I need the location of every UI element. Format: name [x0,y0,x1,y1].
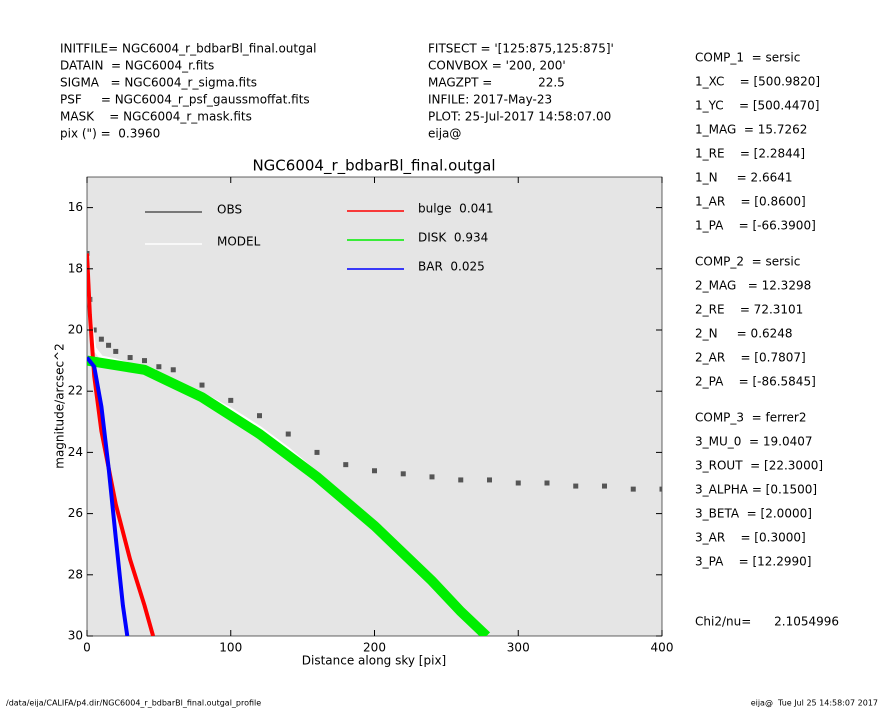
data-point [170,367,176,373]
data-point [573,483,579,489]
data-point [106,342,112,348]
param-line: 1_RE = [2.2844] [695,147,805,161]
x-tick-label: 400 [651,641,674,655]
header-line: INFILE: 2017-May-23 [428,93,552,107]
param-line: COMP_2 = sersic [695,255,800,269]
data-point [602,483,607,489]
data-point [314,449,320,455]
param-line: 3_ALPHA = [0.1500] [695,483,817,497]
param-line: 2_RE = 72.3101 [695,303,803,317]
data-point [91,327,97,333]
x-tick-label: 0 [83,641,91,655]
param-line: 1_MAG = 15.7262 [695,123,807,137]
data-point [156,364,162,370]
legend-label: DISK 0.934 [418,231,488,245]
param-line: COMP_1 = sersic [695,51,800,65]
legend-label: OBS [217,203,242,217]
x-tick-label: 100 [219,641,242,655]
data-point [257,413,262,419]
data-point [98,336,104,342]
header-line: eija@ [428,127,461,141]
header-line: PSF = NGC6004_r_psf_gaussmoffat.fits [60,93,310,107]
x-axis-label: Distance along sky [pix] [302,654,446,668]
data-point [659,486,662,492]
data-point [630,486,636,492]
data-point [458,477,464,483]
param-line: 2_MAG = 12.3298 [695,279,811,293]
y-tick-label: 26 [68,506,83,520]
x-tick-label: 300 [507,641,530,655]
data-point [127,355,133,361]
data-point [400,471,406,477]
header-line: MASK = NGC6004_r_mask.fits [60,110,252,124]
header-line: DATAIN = NGC6004_r.fits [60,59,214,73]
series-line [87,356,130,636]
param-line: 3_MU_0 = 19.0407 [695,435,813,449]
legend-label: bulge 0.041 [418,202,494,216]
legend-label: MODEL [217,235,261,249]
chart-title: NGC6004_r_bdbarBl_final.outgal [252,157,495,176]
param-line: 1_XC = [500.9820] [695,75,820,89]
param-line: 1_AR = [0.8600] [695,195,806,209]
y-tick-label: 28 [68,567,83,581]
y-tick-label: 16 [68,200,83,214]
param-line: 1_YC = [500.4470] [695,99,819,113]
plot [87,251,662,636]
param-line: 2_N = 0.6248 [695,327,793,341]
param-line: 3_AR = [0.3000] [695,531,806,545]
param-line: 3_PA = [12.2990] [695,555,811,569]
param-line: 3_ROUT = [22.3000] [695,459,823,473]
y-tick-label: 24 [68,445,83,459]
data-point [544,480,550,486]
header-line: CONVBOX = '200, 200' [428,59,566,73]
data-point [343,462,349,468]
param-line: Chi2/nu= 2.1054996 [695,615,839,629]
footer-left: /data/eija/CALIFA/p4.dir/NGC6004_r_bdbar… [6,699,261,708]
data-point [199,382,205,388]
legend-label: BAR 0.025 [418,260,485,274]
header-line: pix (") = 0.3960 [60,127,160,141]
y-tick-label: 20 [68,323,83,337]
y-axis-label: magnitude/arcsec^2 [53,343,67,469]
series-line [87,355,491,636]
param-line: COMP_3 = ferrer2 [695,411,807,425]
y-tick-label: 30 [68,629,83,643]
header-line: SIGMA = NGC6004_r_sigma.fits [60,76,257,90]
param-line: 3_BETA = [2.0000] [695,507,812,521]
x-tick-label: 200 [363,641,386,655]
data-point [429,474,435,480]
header-line: INITFILE= NGC6004_r_bdbarBl_final.outgal [60,42,316,56]
data-point [285,431,291,437]
data-point [142,358,147,364]
param-line: 2_PA = [-86.5845] [695,375,816,389]
plot-area [86,176,663,637]
data-point [372,468,377,474]
header-line: PLOT: 25-Jul-2017 14:58:07.00 [428,110,611,124]
data-point [228,397,234,403]
footer-right: eija@ Tue Jul 25 14:58:07 2017 [751,699,878,708]
data-point [113,348,119,354]
data-point [487,477,492,483]
data-point [515,480,521,486]
param-line: 1_N = 2.6641 [695,171,793,185]
y-tick-label: 22 [68,384,83,398]
header-line: FITSECT = '[125:875,125:875]' [428,42,614,56]
header-line: MAGZPT = 22.5 [428,76,565,90]
param-line: 1_PA = [-66.3900] [695,219,816,233]
y-tick-label: 18 [68,261,83,275]
param-line: 2_AR = [0.7807] [695,351,806,365]
